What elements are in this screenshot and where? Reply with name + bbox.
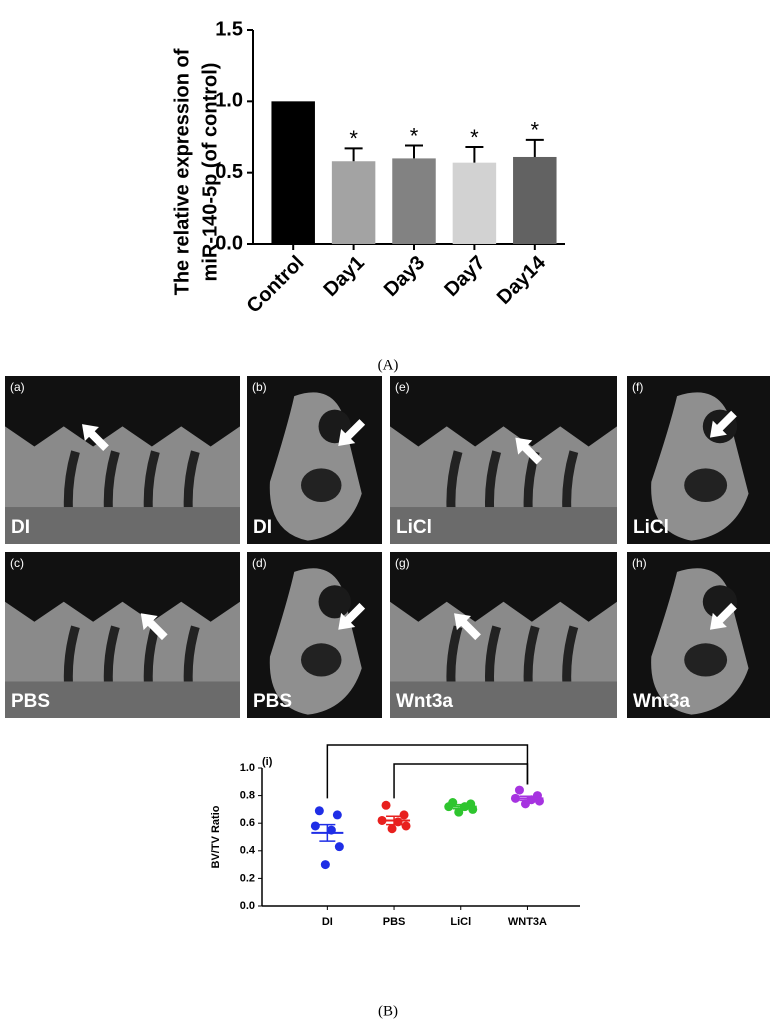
panel-tag: (g) <box>395 556 410 570</box>
panel-tag: (d) <box>252 556 267 570</box>
error-bar <box>319 823 336 842</box>
panel-label: DI <box>253 517 272 538</box>
ct-pulp <box>684 643 728 677</box>
y-axis-label: BV/TV Ratio <box>210 805 222 868</box>
caption: (B) <box>378 1003 398 1019</box>
ct-panel: (d) PBS <box>247 552 382 718</box>
y-axis-label: The relative expression of <box>171 48 193 295</box>
error-bar <box>465 145 484 163</box>
error-bar <box>525 138 544 157</box>
bar <box>513 156 557 244</box>
ct-cavity <box>318 585 351 619</box>
data-point <box>514 785 524 795</box>
data-point <box>520 799 530 809</box>
x-tick-label: Day1 <box>320 252 369 301</box>
data-point <box>320 860 330 870</box>
data-point <box>454 807 464 817</box>
panel-tag: (a) <box>10 380 25 394</box>
arrow <box>338 602 366 630</box>
ct-panel: (e) LiCl <box>390 376 617 544</box>
error-bar <box>386 815 403 826</box>
arrow <box>709 410 737 438</box>
arrow <box>338 419 366 446</box>
error-bar <box>519 795 536 802</box>
panel-label: LiCl <box>633 517 669 538</box>
x-tick-label: PBS <box>383 916 406 928</box>
panel-tag: (h) <box>632 556 647 570</box>
bar <box>331 161 376 244</box>
y-tick-label: 0.0 <box>240 900 255 912</box>
arrow <box>515 437 543 465</box>
data-point <box>334 842 344 852</box>
ct-panel: (g) Wnt3a <box>390 552 617 718</box>
ct-texture <box>390 681 617 718</box>
y-tick-label: 0.0 <box>215 232 243 254</box>
ct-texture <box>5 681 240 718</box>
y-tick-label: 1.0 <box>215 90 243 112</box>
ct-texture <box>5 507 240 544</box>
panel-tag: (f) <box>632 380 643 394</box>
significance-mark: * <box>531 118 540 143</box>
panel-label: LiCl <box>396 517 432 538</box>
error-bar <box>405 144 423 159</box>
ct-panel: (h) Wnt3a <box>627 552 770 718</box>
significance-mark: * <box>349 126 358 151</box>
y-tick-label: 1.0 <box>240 762 255 774</box>
y-axis-label: miR-140-5p (of control) <box>199 63 221 282</box>
panel-label: PBS <box>253 691 292 712</box>
panel-tag: (b) <box>252 380 267 394</box>
ct-panel: (c) PBS <box>5 552 240 718</box>
panel-label: Wnt3a <box>633 691 690 712</box>
data-point <box>310 821 320 831</box>
data-point <box>332 810 342 820</box>
ct-pulp <box>684 468 728 502</box>
x-tick-label: Day14 <box>493 251 551 309</box>
panel-tag: (c) <box>10 556 24 570</box>
y-tick-label: 0.5 <box>215 161 243 183</box>
significance-mark: * <box>470 125 479 150</box>
ct-texture <box>390 507 617 544</box>
bracket <box>393 763 529 799</box>
bar <box>392 158 436 244</box>
bar <box>452 162 497 244</box>
y-tick-label: 0.6 <box>240 817 255 829</box>
arrow <box>82 424 109 452</box>
arrow <box>454 613 481 641</box>
y-tick-label: 0.8 <box>240 790 255 802</box>
panel-label: DI <box>11 517 30 538</box>
data-point <box>314 806 324 816</box>
x-tick-label: Day7 <box>440 252 489 301</box>
data-point <box>387 824 397 834</box>
ct-panel: (a) DI <box>5 376 240 544</box>
bracket <box>326 744 529 799</box>
x-tick-label: Day3 <box>380 252 429 301</box>
error-bar <box>344 147 363 162</box>
arrow <box>709 602 737 630</box>
x-tick-label: LiCl <box>450 916 471 928</box>
ct-pulp <box>301 468 342 502</box>
y-tick-label: 0.2 <box>240 872 255 884</box>
data-point <box>401 821 411 831</box>
arrow <box>140 613 168 641</box>
ct-panel: (b) DI <box>247 376 382 544</box>
data-point <box>381 800 391 810</box>
y-tick-label: 0.4 <box>240 845 256 857</box>
panel-label: Wnt3a <box>396 691 453 712</box>
ct-pulp <box>301 643 342 677</box>
panel-tag: (e) <box>395 380 410 394</box>
error-bar <box>452 803 469 810</box>
caption: (A) <box>378 357 399 373</box>
x-tick-label: WNT3A <box>508 916 547 928</box>
panel-tag: (i) <box>262 756 273 768</box>
panel-label: PBS <box>11 691 50 712</box>
ct-panel: (f) LiCl <box>627 376 770 544</box>
bar <box>271 101 315 244</box>
x-tick-label: Control <box>243 252 309 318</box>
significance-mark: * <box>410 123 419 148</box>
data-point <box>399 810 409 820</box>
y-tick-label: 1.5 <box>215 18 243 40</box>
x-tick-label: DI <box>322 916 333 928</box>
